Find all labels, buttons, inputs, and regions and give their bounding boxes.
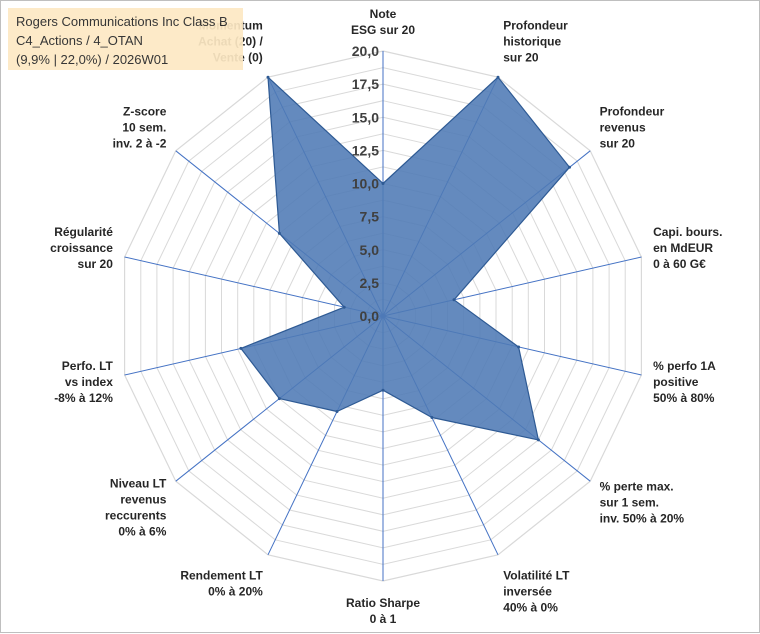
tick-label: 7,5	[360, 209, 380, 225]
axis-label-line: 0% à 6%	[118, 525, 166, 539]
tick-label: 2,5	[360, 275, 380, 291]
axis-label: Niveau LT revenus reccurents 0% à 6%	[105, 477, 167, 539]
axis-label-line: Capi. bours.	[653, 225, 722, 239]
axis-spoke	[124, 256, 384, 317]
data-point	[536, 438, 540, 442]
axis-label-line: Ratio Sharpe	[346, 596, 420, 610]
axis-label-line: 0% à 20%	[208, 585, 263, 599]
title-line-3: (9,9% | 22,0%) / 2026W01	[16, 52, 169, 67]
axis-label-line: sur 1 sem.	[600, 496, 659, 510]
axis-label: Capi. bours. en MdEUR 0 à 60 G€	[653, 225, 722, 271]
axis-label-line: % perte max.	[600, 480, 674, 494]
data-point	[381, 182, 385, 185]
radar-series	[239, 75, 571, 442]
radar-axis-labels: Note ESG sur 20 Profondeur historique sur 20…	[50, 7, 722, 626]
axis-label: Z-score 10 sem. inv. 2 à -2	[113, 104, 167, 150]
data-point	[266, 75, 270, 79]
data-point	[430, 416, 434, 419]
axis-label-line: % perfo 1A	[653, 359, 716, 373]
axis-label: % perfo 1A positive 50% à 80%	[653, 359, 716, 405]
axis-label-line: Volatilité LT	[503, 569, 570, 583]
axis-label: Ratio Sharpe 0 à 1	[346, 596, 420, 626]
axis-label-line: Régularité	[54, 225, 113, 239]
axis-label-line: sur 20	[600, 136, 636, 150]
tick-label: 10,0	[352, 176, 379, 192]
data-point	[239, 346, 243, 350]
axis-label-line: revenus	[600, 120, 646, 134]
data-point	[335, 410, 339, 413]
data-point	[517, 345, 521, 349]
axis-label: Note ESG sur 20	[351, 7, 415, 37]
axis-label-line: 0 à 1	[370, 612, 397, 626]
title-line-2: C4_Actions / 4_OTAN	[16, 33, 143, 48]
axis-label: Profondeur revenus sur 20	[600, 104, 665, 150]
axis-label-line: croissance	[50, 241, 113, 255]
axis-label-line: vs index	[65, 375, 113, 389]
title-line-1: Rogers Communications Inc Class B	[16, 14, 228, 29]
axis-label: Volatilité LT inversée 40% à 0%	[503, 569, 570, 615]
tick-label: 12,5	[352, 142, 379, 158]
data-point	[381, 388, 385, 392]
axis-label: Perfo. LT vs index -8% à 12%	[54, 359, 113, 405]
axis-label-line: revenus	[120, 493, 166, 507]
axis-label-line: 40% à 0%	[503, 601, 558, 615]
axis-label-line: 0 à 60 G€	[653, 257, 706, 271]
tick-label: 17,5	[352, 76, 379, 92]
axis-label-line: sur 20	[503, 50, 539, 64]
axis-label: Profondeur historique sur 20	[503, 18, 568, 64]
tick-label: 0,0	[360, 308, 380, 324]
tick-label: 15,0	[352, 109, 379, 125]
axis-label-line: Z-score	[123, 104, 167, 118]
axis-label-line: reccurents	[105, 509, 167, 523]
axis-label: Rendement LT 0% à 20%	[180, 569, 263, 599]
axis-label-line: Niveau LT	[110, 477, 167, 491]
data-point	[277, 397, 281, 401]
tick-label: 5,0	[360, 242, 380, 258]
axis-label-line: Rendement LT	[180, 569, 263, 583]
axis-label-line: inv. 2 à -2	[113, 136, 167, 150]
axis-label-line: Perfo. LT	[62, 359, 114, 373]
data-point	[277, 231, 281, 235]
axis-label-line: sur 20	[78, 257, 114, 271]
axis-label-line: positive	[653, 375, 699, 389]
axis-label-line: Profondeur	[600, 104, 665, 118]
axis-label: Régularité croissance sur 20	[50, 225, 113, 271]
axis-label-line: en MdEUR	[653, 241, 713, 255]
axis-label-line: ESG sur 20	[351, 23, 415, 37]
data-point	[452, 298, 456, 302]
axis-label-line: Note	[370, 7, 397, 21]
axis-label-line: 10 sem.	[122, 120, 166, 134]
axis-label-line: historique	[503, 34, 561, 48]
data-point	[496, 75, 500, 79]
data-point	[342, 305, 346, 309]
data-point	[568, 165, 571, 169]
axis-label-line: inv. 50% à 20%	[600, 512, 685, 526]
tick-label: 20,0	[352, 43, 379, 59]
radar-tick-labels: 0,0 2,5 5,0 7,5 10,0 12,5 15,0 17,5 20,0	[352, 43, 379, 324]
axis-label-line: -8% à 12%	[54, 391, 113, 405]
series-area	[240, 76, 571, 441]
axis-label: % perte max. sur 1 sem. inv. 50% à 20%	[600, 480, 685, 526]
axis-label-line: 50% à 80%	[653, 391, 715, 405]
axis-label-line: Profondeur	[503, 18, 568, 32]
axis-label-line: inversée	[503, 585, 552, 599]
title-box: Rogers Communications Inc Class B C4_Act…	[8, 8, 243, 70]
